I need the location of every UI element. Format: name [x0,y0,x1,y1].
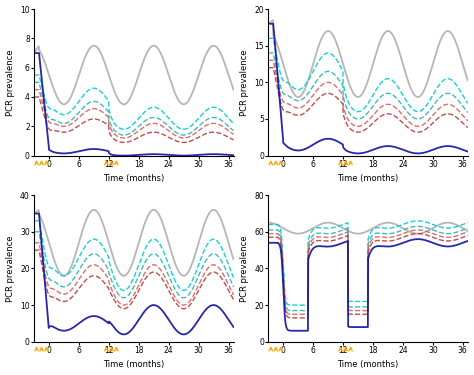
X-axis label: Time (months): Time (months) [337,360,399,369]
Y-axis label: PCR prevalence: PCR prevalence [240,49,249,116]
Y-axis label: PCR prevalence: PCR prevalence [240,235,249,302]
X-axis label: Time (months): Time (months) [103,174,164,183]
Y-axis label: PCR prevalence: PCR prevalence [6,49,15,116]
X-axis label: Time (months): Time (months) [103,360,164,369]
X-axis label: Time (months): Time (months) [337,174,399,183]
Y-axis label: PCR prevalence: PCR prevalence [6,235,15,302]
